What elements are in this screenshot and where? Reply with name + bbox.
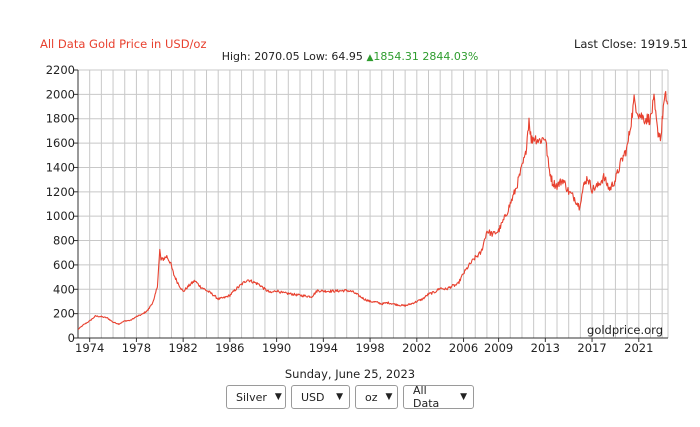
currency-select[interactable]: USD ▼ [291,385,350,409]
y-tick-label: 600 [53,258,75,272]
chart-title: All Data Gold Price in USD/oz [40,37,207,51]
metal-select-value: Silver [236,390,267,404]
unit-select[interactable]: oz ▼ [355,385,398,409]
chart-controls: Silver ▼ USD ▼ oz ▼ All Data ▼ [0,384,700,410]
x-tick-label: 2021 [624,341,653,355]
chevron-down-icon: ▼ [336,392,343,402]
y-tick-label: 200 [53,307,75,321]
y-tick-label: 1400 [46,160,75,174]
y-axis: 0 200 400 600 800 1000 1200 1400 1600 1800 2000 220… [46,63,79,345]
grid [77,69,669,339]
x-tick-label: 1986 [215,341,244,355]
chevron-down-icon: ▼ [385,392,393,402]
y-tick-label: 2000 [46,87,75,101]
x-tick-label: 1982 [169,341,198,355]
price-line [77,90,669,330]
y-tick-label: 0 [68,331,75,345]
price-stats: High: 2070.05 Low: 64.95 ▲1854.31 2844.0… [0,50,700,63]
x-tick-label: 2006 [449,341,478,355]
x-tick-label: 1990 [262,341,291,355]
x-tick-label: 2013 [531,341,560,355]
y-tick-label: 2200 [46,63,75,77]
x-tick-label: 1998 [355,341,384,355]
last-close: Last Close: 1919.51 [573,37,688,51]
high-low-text: High: 2070.05 Low: 64.95 [221,50,363,63]
x-tick-label: 2002 [402,341,431,355]
change-text: 1854.31 2844.03% [373,50,479,63]
up-arrow-icon: ▲ [366,53,374,63]
y-tick-label: 1000 [46,209,75,223]
range-select-value: All Data [413,384,440,410]
chevron-down-icon: ▼ [460,392,467,402]
y-tick-label: 1200 [46,185,75,199]
y-tick-label: 1600 [46,136,75,150]
metal-select[interactable]: Silver ▼ [226,385,286,409]
chart-date: Sunday, June 25, 2023 [284,367,416,381]
x-axis: 1974 1978 1982 1986 1990 1994 1998 2002 2006 2009… [75,337,668,355]
x-tick-label: 1974 [75,341,104,355]
currency-select-value: USD [301,390,325,404]
watermark: goldprice.org [587,323,663,337]
range-select[interactable]: All Data ▼ [403,384,474,410]
x-tick-label: 1994 [309,341,338,355]
y-tick-label: 400 [53,282,75,296]
chevron-down-icon: ▼ [274,392,282,402]
y-tick-label: 800 [53,234,75,248]
x-tick-label: 1978 [122,341,151,355]
unit-select-value: oz [365,390,378,404]
x-tick-label: 2017 [577,341,606,355]
x-tick-label: 2009 [484,341,513,355]
y-tick-label: 1800 [46,112,75,126]
